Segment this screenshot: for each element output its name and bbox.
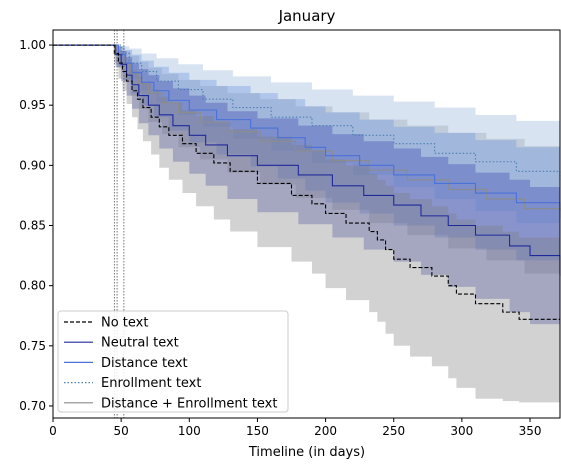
y-tick-label: 0.70 [19,399,46,413]
x-tick-label: 350 [519,424,542,438]
legend-entry: Distance + Enrollment text [101,396,277,411]
x-tick-label: 50 [114,424,129,438]
x-tick-label: 300 [450,424,473,438]
legend-entry: Distance text [101,356,188,371]
y-tick-label: 0.95 [19,98,46,112]
x-tick-label: 200 [314,424,337,438]
chart-title: January [278,7,336,25]
x-tick-label: 0 [49,424,57,438]
y-tick-label: 0.80 [19,279,46,293]
y-axis: 0.70 0.75 0.80 0.85 0.90 0.95 1.00 [19,38,53,413]
legend-entry: Enrollment text [101,376,201,391]
legend-entry: Neutral text [101,336,179,351]
x-axis-label: Timeline (in days) [248,445,365,460]
legend: No text Neutral text Distance text Enrollme… [58,311,288,412]
x-tick-label: 100 [178,424,201,438]
x-axis: 0 50 100 150 200 250 300 350 [49,418,541,438]
x-tick-label: 250 [382,424,405,438]
x-tick-label: 150 [246,424,269,438]
legend-entry: No text [101,316,148,331]
y-tick-label: 0.75 [19,339,46,353]
y-tick-label: 0.85 [19,219,46,233]
y-tick-label: 1.00 [19,38,46,52]
y-tick-label: 0.90 [19,158,46,172]
